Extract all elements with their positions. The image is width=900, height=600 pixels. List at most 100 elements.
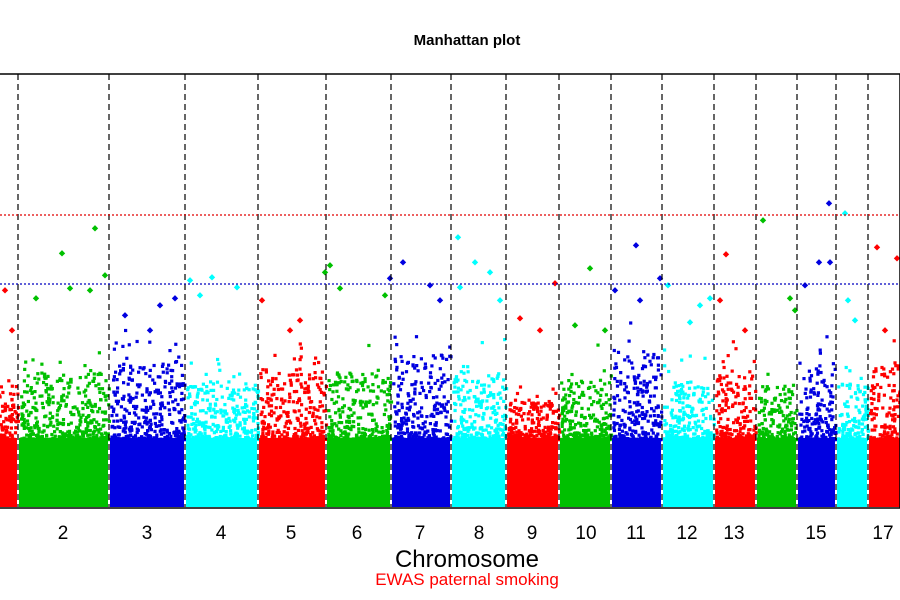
data-point <box>656 414 660 418</box>
data-point <box>81 432 85 436</box>
data-point <box>588 396 592 400</box>
data-point <box>276 428 280 432</box>
data-point <box>119 437 123 441</box>
data-point <box>170 379 174 383</box>
data-point <box>613 423 617 427</box>
data-point <box>82 390 86 394</box>
data-point <box>110 414 114 418</box>
data-point <box>347 432 351 436</box>
data-point <box>199 421 204 425</box>
data-point <box>829 391 833 395</box>
data-point <box>522 436 526 440</box>
data-point <box>752 434 756 438</box>
data-point <box>444 415 448 419</box>
data-point <box>487 424 491 428</box>
data-point <box>240 406 244 410</box>
data-point <box>324 409 328 413</box>
data-point <box>709 414 713 418</box>
data-point <box>400 406 404 410</box>
data-point <box>872 397 876 401</box>
data-point <box>570 372 574 377</box>
data-point <box>338 413 342 417</box>
data-point <box>668 433 672 437</box>
data-point <box>830 418 834 422</box>
data-point <box>428 422 432 426</box>
data-point <box>267 429 271 433</box>
data-point <box>508 403 513 407</box>
data-point <box>848 437 852 441</box>
data-point <box>791 437 795 441</box>
data-point <box>195 420 199 424</box>
data-point <box>718 374 722 378</box>
data-point <box>0 385 4 389</box>
data-point <box>896 438 900 442</box>
data-point <box>269 409 274 413</box>
data-point <box>509 417 513 421</box>
data-point <box>93 404 97 408</box>
data-point <box>800 417 804 421</box>
data-point <box>53 430 57 434</box>
data-point <box>418 426 422 430</box>
data-point <box>32 295 40 302</box>
data-point <box>414 438 419 442</box>
data-point <box>419 381 423 385</box>
data-point <box>763 389 767 393</box>
data-point <box>189 405 193 409</box>
data-point <box>736 433 740 437</box>
data-point <box>412 425 416 429</box>
data-point <box>287 419 292 423</box>
data-point <box>656 422 660 426</box>
data-point <box>675 435 679 439</box>
data-point <box>478 436 482 440</box>
data-point <box>383 403 387 407</box>
data-point <box>502 399 506 403</box>
data-point <box>436 411 440 416</box>
data-point <box>507 432 511 436</box>
data-point <box>170 375 174 379</box>
data-point <box>320 438 324 442</box>
data-point <box>270 435 274 439</box>
chromosome-1-band <box>0 438 17 507</box>
data-point <box>737 375 741 379</box>
data-point <box>658 422 662 426</box>
data-point <box>393 405 397 409</box>
data-point <box>77 437 81 442</box>
data-point <box>308 377 312 381</box>
data-point <box>592 384 596 389</box>
data-point <box>429 386 433 390</box>
data-point <box>600 424 604 428</box>
data-point <box>101 438 106 442</box>
data-point <box>29 426 33 430</box>
data-point <box>579 424 583 428</box>
data-point <box>318 437 322 442</box>
data-point <box>581 390 585 394</box>
data-point <box>207 434 211 438</box>
data-point <box>243 421 247 425</box>
data-point <box>591 413 596 417</box>
data-point <box>376 396 380 400</box>
data-point <box>591 435 595 440</box>
data-point <box>79 420 83 424</box>
data-point <box>809 388 813 392</box>
data-point <box>651 421 655 425</box>
data-point <box>543 425 547 429</box>
data-point <box>467 396 471 400</box>
data-point <box>48 438 52 442</box>
data-point <box>686 319 694 326</box>
data-point <box>701 435 705 440</box>
data-point <box>898 401 900 405</box>
data-point <box>159 437 163 442</box>
data-point <box>66 381 70 385</box>
data-point <box>496 424 500 428</box>
data-point <box>845 431 849 435</box>
data-point <box>393 357 397 361</box>
data-point <box>211 382 216 386</box>
data-point <box>696 425 700 429</box>
data-point <box>643 431 648 435</box>
data-point <box>882 372 887 376</box>
data-point <box>701 390 705 394</box>
data-point <box>614 362 618 366</box>
data-point <box>417 431 421 435</box>
data-point <box>437 387 441 391</box>
data-point <box>636 437 641 441</box>
